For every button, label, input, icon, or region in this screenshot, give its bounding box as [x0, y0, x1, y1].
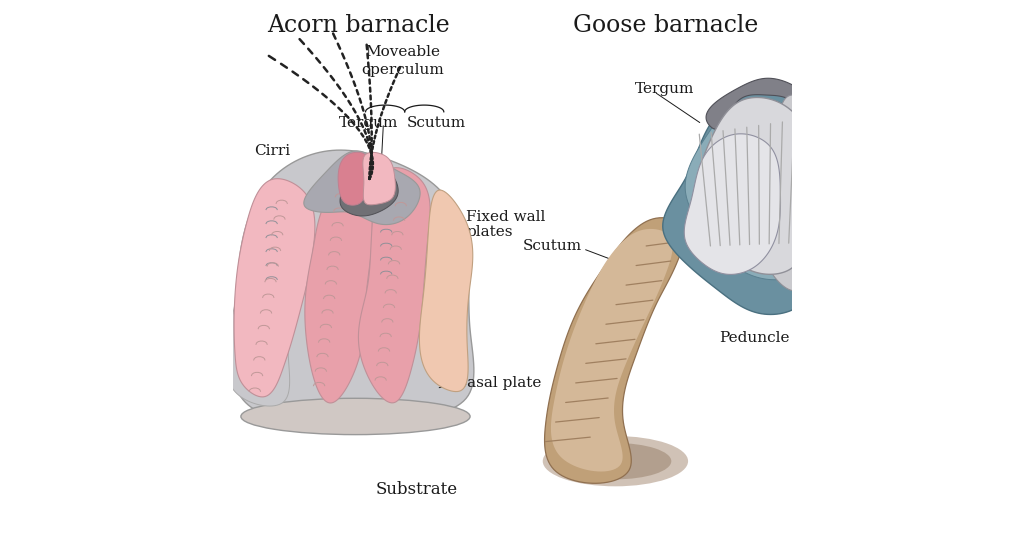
Polygon shape: [551, 229, 673, 472]
Polygon shape: [696, 97, 814, 274]
Text: Tergum: Tergum: [635, 82, 694, 97]
Ellipse shape: [559, 443, 672, 479]
Text: Fixed wall: Fixed wall: [466, 210, 546, 224]
Polygon shape: [304, 151, 420, 225]
Text: Scutum: Scutum: [522, 239, 582, 253]
Polygon shape: [763, 95, 829, 291]
Text: Peduncle: Peduncle: [719, 331, 790, 345]
Ellipse shape: [543, 436, 688, 486]
Polygon shape: [362, 153, 395, 205]
Text: Basal plate: Basal plate: [456, 376, 542, 390]
Text: operculum: operculum: [361, 63, 444, 77]
Polygon shape: [685, 98, 828, 280]
Polygon shape: [305, 173, 373, 403]
Polygon shape: [663, 89, 835, 315]
Text: Goose barnacle: Goose barnacle: [573, 14, 759, 37]
Polygon shape: [338, 152, 369, 205]
Polygon shape: [232, 150, 474, 425]
Polygon shape: [707, 78, 817, 129]
Text: Tergum: Tergum: [339, 116, 398, 130]
Polygon shape: [225, 184, 312, 406]
Polygon shape: [358, 168, 430, 403]
Ellipse shape: [241, 398, 470, 435]
Polygon shape: [684, 134, 780, 274]
Polygon shape: [234, 179, 315, 397]
Text: Moveable: Moveable: [366, 45, 440, 59]
Text: Scutum: Scutum: [407, 116, 466, 130]
Polygon shape: [545, 217, 684, 484]
Text: Acorn barnacle: Acorn barnacle: [267, 14, 450, 37]
Text: plates: plates: [466, 225, 513, 239]
Polygon shape: [420, 190, 473, 392]
Text: Substrate: Substrate: [376, 481, 458, 498]
Polygon shape: [340, 156, 398, 216]
Text: Cirri: Cirri: [254, 144, 290, 158]
